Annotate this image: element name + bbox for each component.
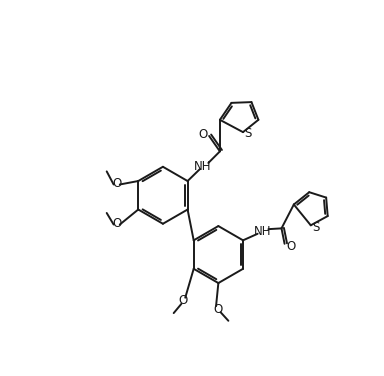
Text: O: O	[112, 217, 121, 230]
Text: O: O	[112, 177, 121, 190]
Text: O: O	[178, 294, 187, 307]
Text: O: O	[198, 128, 208, 141]
Text: S: S	[313, 221, 320, 234]
Text: O: O	[214, 303, 223, 316]
Text: S: S	[244, 127, 251, 140]
Text: NH: NH	[194, 160, 212, 173]
Text: NH: NH	[254, 225, 272, 238]
Text: O: O	[286, 240, 295, 253]
